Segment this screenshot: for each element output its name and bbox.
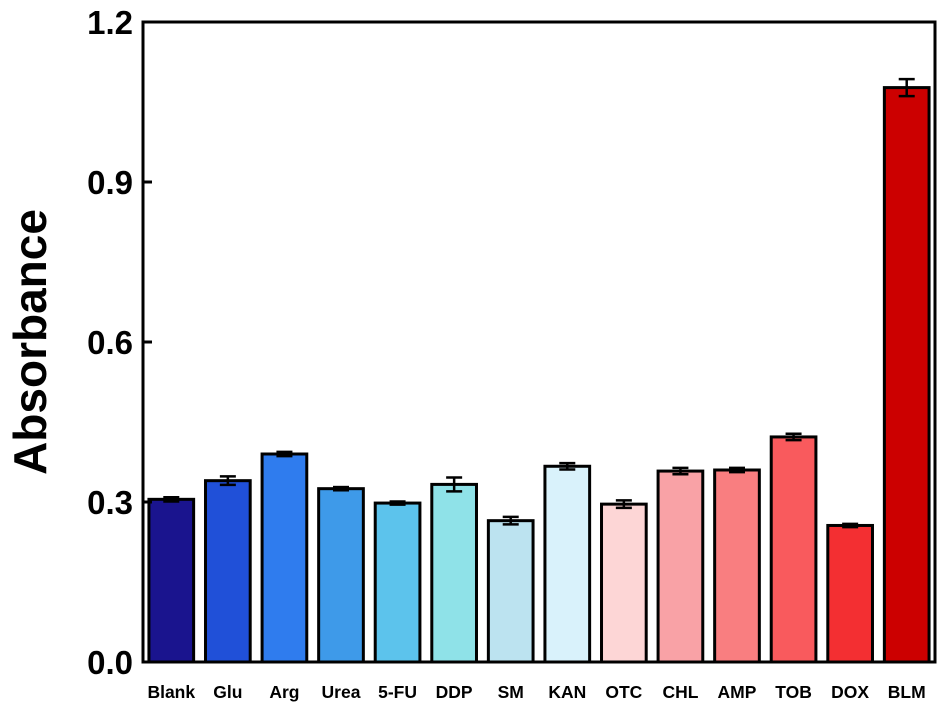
error-bar-amp: [729, 466, 745, 474]
x-tick-label: SM: [498, 682, 524, 702]
bar-tob: [769, 435, 818, 664]
bar-urea: [317, 487, 365, 664]
error-bar-glu: [219, 475, 236, 487]
y-axis-label: Absorbance: [4, 209, 56, 475]
error-bar-otc: [615, 499, 632, 510]
x-tick-label: BLM: [888, 682, 926, 702]
bar-blm: [882, 86, 931, 664]
bar-dox: [826, 523, 874, 664]
error-bar-5-fu: [389, 500, 406, 506]
bar-blank: [147, 497, 196, 664]
y-tick-label: 0.3: [87, 484, 133, 521]
error-bar-arg: [276, 450, 293, 458]
x-tick-label: TOB: [775, 682, 812, 702]
error-bar-blm: [898, 77, 915, 98]
bars-layer: [147, 86, 931, 664]
x-tick-label: Blank: [147, 682, 195, 702]
y-tick-label: 1.2: [87, 4, 133, 41]
bar-ddp: [430, 482, 478, 664]
error-bar-kan: [559, 461, 576, 471]
error-bar-ddp: [446, 476, 463, 493]
bar-sm: [486, 519, 535, 664]
x-tick-label: AMP: [718, 682, 757, 702]
bar-otc: [600, 502, 648, 664]
y-tick-label: 0.0: [87, 644, 133, 681]
y-tick-label: 0.9: [87, 164, 133, 201]
error-bar-sm: [502, 515, 519, 526]
x-tick-label: DOX: [831, 682, 869, 702]
x-tick-label: Arg: [269, 682, 299, 702]
error-bar-tob: [785, 432, 802, 442]
bar-amp: [713, 468, 761, 664]
x-tick-label: KAN: [548, 682, 586, 702]
error-bar-blank: [163, 495, 180, 503]
x-tick-label: OTC: [605, 682, 642, 702]
error-bar-chl: [672, 466, 689, 476]
error-bar-dox: [842, 522, 859, 529]
error-bar-urea: [333, 485, 349, 492]
bar-5-fu: [373, 501, 422, 664]
bar-arg: [260, 452, 309, 664]
bar-chl: [656, 469, 705, 664]
y-axis: 0.0 0.3 0.6 0.9 1.2: [87, 4, 152, 681]
y-tick-label: 0.6: [87, 324, 133, 361]
x-axis: Blank Glu Arg Urea 5-FU DDP SM KAN OTC CHL AMP TOB D…: [147, 682, 925, 702]
x-tick-label: Urea: [322, 682, 361, 702]
x-tick-label: Glu: [213, 682, 242, 702]
x-tick-label: 5-FU: [378, 682, 417, 702]
bar-glu: [204, 479, 252, 664]
x-tick-label: DDP: [436, 682, 473, 702]
error-bars-layer: [163, 77, 915, 529]
bar-kan: [543, 464, 592, 664]
x-tick-label: CHL: [662, 682, 698, 702]
